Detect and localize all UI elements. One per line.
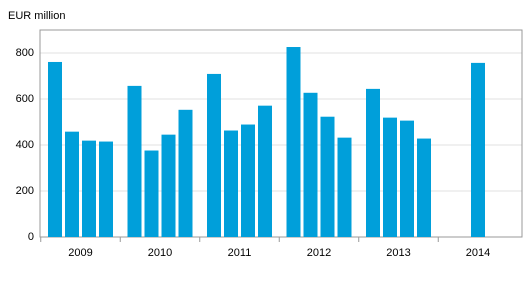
bar — [400, 120, 414, 237]
x-tick-label: 2013 — [386, 247, 410, 259]
bar — [383, 117, 397, 237]
bar — [82, 140, 96, 237]
bar — [144, 150, 159, 237]
y-tick-label: 400 — [16, 139, 34, 151]
bar — [207, 73, 221, 238]
bar — [417, 138, 431, 237]
bar — [241, 124, 255, 237]
bar — [320, 116, 335, 237]
y-tick-label: 200 — [16, 185, 34, 197]
x-tick-label: 2010 — [148, 247, 172, 259]
y-tick-label: 800 — [16, 47, 34, 59]
y-tick-label: 0 — [28, 231, 34, 243]
bar — [48, 61, 62, 237]
bar — [178, 109, 193, 237]
x-tick-label: 2014 — [466, 247, 490, 259]
bar — [99, 141, 113, 237]
bar — [127, 85, 142, 237]
x-tick-label: 2009 — [68, 247, 92, 259]
plot-frame — [39, 29, 523, 238]
bar — [366, 88, 380, 237]
y-axis-label: EUR million — [8, 10, 65, 22]
bar — [286, 47, 301, 237]
bar — [337, 137, 352, 237]
bar — [258, 105, 272, 237]
bar — [303, 92, 318, 237]
bar — [65, 131, 79, 237]
x-tick-label: 2012 — [307, 247, 331, 259]
x-tick-label: 2011 — [228, 247, 252, 259]
y-tick-label: 600 — [16, 93, 34, 105]
bar — [471, 62, 485, 237]
bar — [161, 134, 176, 237]
bar — [224, 130, 238, 237]
